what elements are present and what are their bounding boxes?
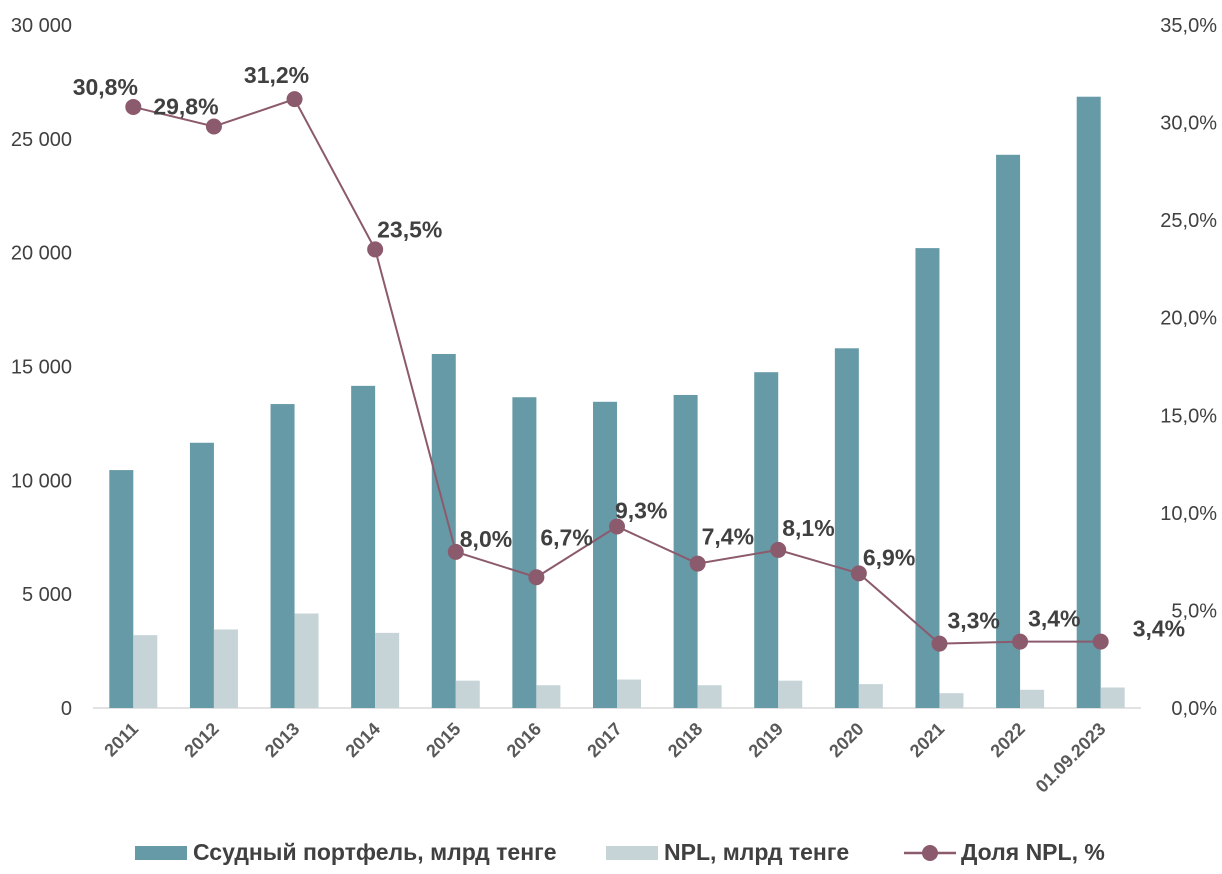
legend-swatch-loan-portfolio [135, 846, 187, 860]
x-tick-label: 2020 [825, 719, 867, 761]
bar-npl [455, 680, 480, 708]
legend-label-npl-share: Доля NPL, % [961, 839, 1105, 865]
bar-loan-portfolio [512, 397, 537, 708]
bar-loan-portfolio [431, 353, 456, 708]
npl-share-point [367, 241, 384, 258]
npl-share-data-label: 3,4% [1028, 606, 1080, 632]
bar-npl [697, 685, 722, 708]
bar-npl [375, 632, 400, 708]
npl-share-point [1012, 633, 1029, 650]
x-tick-label: 2021 [906, 719, 948, 761]
npl-share-point [205, 118, 222, 135]
bar-loan-portfolio [754, 372, 779, 708]
bar-npl [939, 693, 964, 708]
bar-loan-portfolio [673, 394, 698, 708]
bar-loan-portfolio [593, 401, 617, 708]
bar-loan-portfolio [189, 442, 214, 708]
bar-npl [1020, 689, 1045, 708]
y-right-tick-label: 30,0% [1160, 113, 1217, 135]
y-right-tick-label: 20,0% [1160, 308, 1217, 330]
bar-npl [133, 635, 158, 708]
y-left-tick-label: 5 000 [22, 584, 72, 606]
bar-loan-portfolio [109, 470, 134, 708]
npl-share-point [609, 518, 625, 535]
npl-share-data-label: 8,1% [782, 515, 834, 541]
bar-loan-portfolio [915, 248, 940, 708]
x-tick-label: 01.09.2023 [1032, 719, 1110, 797]
npl-share-data-label: 3,3% [947, 608, 999, 634]
y-left-tick-label: 30 000 [11, 15, 72, 37]
legend-swatch-npl-share-marker [922, 845, 938, 861]
npl-share-data-label: 23,5% [377, 216, 442, 242]
y-right-tick-label: 0,0% [1171, 698, 1217, 720]
bar-loan-portfolio [351, 385, 376, 708]
npl-share-point [770, 541, 787, 558]
bar-npl [536, 685, 561, 708]
npl-share-point [125, 98, 142, 115]
bar-npl [213, 629, 238, 708]
y-left-tick-label: 10 000 [11, 470, 72, 492]
npl-share-point [447, 543, 464, 560]
npl-share-point [850, 565, 867, 582]
x-tick-label: 2014 [342, 719, 384, 761]
legend-swatch-npl [606, 846, 658, 860]
left-axis: 0 5 000 10 000 15 000 20 000 25 000 30 000 [11, 15, 72, 720]
y-right-tick-label: 25,0% [1160, 210, 1217, 232]
npl-share-data-label: 29,8% [153, 93, 218, 119]
bars [109, 96, 1125, 709]
bar-npl [1100, 687, 1125, 708]
npl-share-data-label: 31,2% [244, 62, 309, 88]
x-tick-label: 2022 [986, 719, 1028, 761]
npl-share-data-label: 8,0% [460, 526, 512, 552]
npl-share-point [286, 91, 303, 108]
legend: Ссудный портфель, млрд тенге NPL, млрд те… [135, 839, 1105, 865]
x-tick-label: 2012 [180, 719, 222, 761]
y-left-tick-label: 0 [61, 698, 72, 720]
legend-label-npl: NPL, млрд тенге [664, 839, 849, 865]
data-labels: 30,8% 29,8% 31,2% 23,5% 8,0% 6,7% 9,3% 7,4% 8,1%… [73, 62, 1185, 641]
y-right-tick-label: 15,0% [1160, 405, 1217, 427]
npl-share-data-label: 30,8% [73, 74, 138, 100]
x-tick-label: 2015 [422, 719, 464, 761]
npl-share-data-label: 3,4% [1133, 616, 1185, 642]
npl-share-point [689, 555, 706, 572]
npl-share-point [528, 569, 545, 586]
y-right-tick-label: 5,0% [1171, 600, 1217, 622]
y-left-tick-label: 25 000 [11, 129, 72, 151]
npl-share-data-label: 6,7% [540, 524, 592, 550]
x-tick-label: 2011 [100, 719, 142, 761]
bar-npl [617, 679, 641, 708]
x-tick-label: 2016 [503, 719, 545, 761]
right-axis: 0,0% 5,0% 10,0% 15,0% 20,0% 25,0% 30,0% 35,0% [1160, 15, 1217, 720]
npl-share-data-label: 9,3% [615, 498, 667, 524]
bar-npl [778, 680, 803, 708]
bar-loan-portfolio [996, 154, 1021, 708]
y-right-tick-label: 10,0% [1160, 503, 1217, 525]
x-tick-label: 2018 [664, 719, 706, 761]
npl-share-line [125, 91, 1109, 652]
bar-npl [294, 613, 319, 708]
x-tick-label: 2019 [745, 719, 787, 761]
x-tick-label: 2017 [583, 719, 625, 761]
x-axis: 2011 2012 2013 2014 2015 2016 2017 2018 2019 2020… [100, 719, 1109, 797]
npl-share-data-label: 6,9% [863, 544, 915, 570]
bar-loan-portfolio [270, 404, 295, 708]
x-tick-label: 2013 [261, 719, 303, 761]
npl-share-point [1092, 633, 1109, 650]
y-left-tick-label: 15 000 [11, 357, 72, 379]
bar-npl [858, 684, 883, 708]
legend-label-loan-portfolio: Ссудный портфель, млрд тенге [193, 839, 557, 865]
npl-share-point [931, 635, 948, 652]
bar-loan-portfolio [1076, 96, 1101, 709]
y-right-tick-label: 35,0% [1160, 15, 1217, 37]
y-left-tick-label: 20 000 [11, 243, 72, 265]
bar-loan-portfolio [834, 348, 859, 708]
npl-share-data-label: 7,4% [702, 524, 754, 550]
